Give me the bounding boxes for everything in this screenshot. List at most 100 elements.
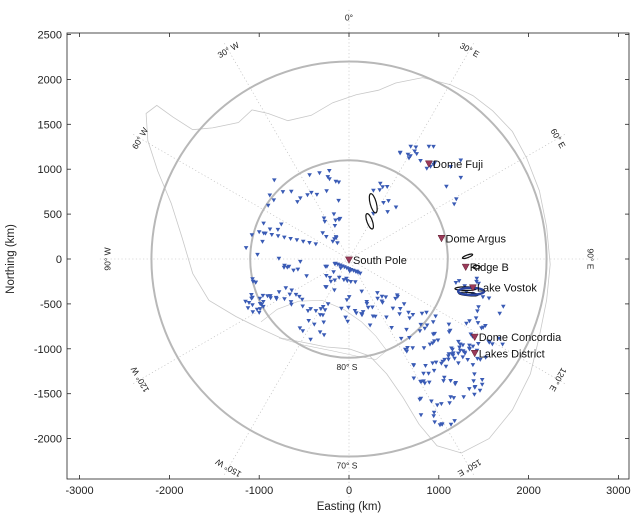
station-marker	[408, 144, 413, 149]
site-marker	[461, 263, 470, 272]
station-marker	[337, 216, 343, 221]
station-marker	[260, 239, 265, 244]
station-marker	[398, 150, 403, 155]
station-marker	[473, 316, 479, 321]
y-tick-label: -1000	[34, 344, 62, 356]
station-marker	[404, 349, 410, 354]
station-marker	[449, 352, 455, 357]
station-marker	[457, 345, 462, 350]
station-marker	[457, 342, 463, 347]
station-marker	[289, 189, 294, 194]
station-marker	[476, 305, 481, 310]
meridian-extension	[447, 429, 475, 476]
station-marker	[431, 162, 436, 167]
station-marker	[288, 300, 294, 305]
station-marker	[442, 357, 447, 362]
station-marker	[430, 320, 436, 325]
station-marker	[448, 379, 453, 383]
station-marker	[335, 241, 340, 246]
site-marker	[470, 333, 479, 342]
station-marker	[458, 158, 464, 163]
station-marker	[346, 295, 352, 300]
station-marker	[446, 357, 451, 362]
station-marker	[336, 275, 342, 280]
station-marker	[265, 203, 271, 208]
station-marker	[265, 294, 270, 299]
survey-track	[472, 264, 481, 270]
station-marker	[424, 310, 429, 315]
latitude-label: 80° S	[337, 362, 358, 372]
site-markers: Dome Fuji Dome Argus South Pole Ridge B Lake…	[345, 159, 562, 360]
station-marker	[367, 323, 373, 328]
station-marker	[447, 401, 452, 406]
site-label: Ridge B	[470, 262, 509, 274]
station-marker	[327, 169, 332, 173]
station-marker	[370, 305, 375, 310]
station-marker	[256, 230, 262, 235]
station-marker	[429, 399, 434, 404]
x-tick-label: 1000	[427, 485, 451, 497]
station-marker	[379, 294, 385, 299]
station-marker	[243, 299, 248, 304]
station-marker	[321, 333, 327, 338]
survey-tracks	[365, 193, 486, 297]
meridian-extension	[519, 133, 566, 161]
longitude-label: 60° W	[130, 126, 150, 151]
station-marker	[324, 285, 329, 290]
station-marker	[427, 342, 433, 347]
station-marker	[321, 320, 326, 325]
station-marker	[450, 347, 455, 352]
station-marker	[333, 218, 338, 223]
station-marker	[346, 305, 351, 310]
station-marker	[322, 219, 328, 224]
y-tick-label: 2000	[38, 74, 62, 86]
station-marker	[406, 310, 411, 315]
station-marker	[307, 241, 312, 245]
station-marker	[422, 381, 428, 386]
station-marker	[462, 350, 468, 355]
station-marker	[470, 363, 476, 368]
station-marker	[431, 368, 437, 373]
station-marker	[332, 278, 338, 283]
station-marker	[293, 292, 299, 297]
station-marker	[472, 385, 478, 389]
station-marker	[476, 281, 481, 286]
longitude-gridlines	[99, 9, 599, 509]
station-marker	[298, 259, 303, 264]
station-marker	[272, 178, 277, 183]
y-tick-label: -2000	[34, 434, 62, 446]
station-marker	[411, 376, 417, 381]
station-marker	[343, 315, 348, 320]
station-marker	[253, 280, 258, 285]
meridian-line	[177, 258, 350, 359]
station-marker	[404, 327, 409, 332]
station-marker	[431, 414, 436, 419]
meridian-extension	[223, 429, 251, 476]
station-marker	[458, 175, 464, 180]
longitude-label: 60° E	[548, 127, 567, 150]
station-marker	[304, 274, 309, 279]
station-marker	[486, 296, 492, 301]
station-marker	[288, 237, 293, 241]
station-marker	[490, 342, 495, 347]
station-marker	[417, 329, 423, 334]
station-marker	[380, 185, 385, 190]
x-tick-label: -3000	[66, 485, 94, 497]
station-marker	[410, 346, 415, 351]
x-axis-label: Easting (km)	[317, 501, 382, 513]
station-marker	[325, 302, 331, 307]
station-marker	[377, 188, 382, 193]
station-marker	[412, 149, 417, 154]
station-marker	[452, 356, 457, 361]
station-marker	[479, 326, 484, 331]
meridian-line	[348, 258, 449, 431]
meridian-line	[348, 258, 521, 359]
station-marker	[401, 302, 407, 307]
station-marker	[327, 177, 332, 182]
station-marker	[414, 152, 419, 157]
station-marker	[393, 296, 398, 301]
station-marker	[421, 346, 427, 351]
station-marker	[297, 294, 302, 299]
station-marker	[467, 347, 472, 352]
meridian-extension	[132, 357, 179, 385]
